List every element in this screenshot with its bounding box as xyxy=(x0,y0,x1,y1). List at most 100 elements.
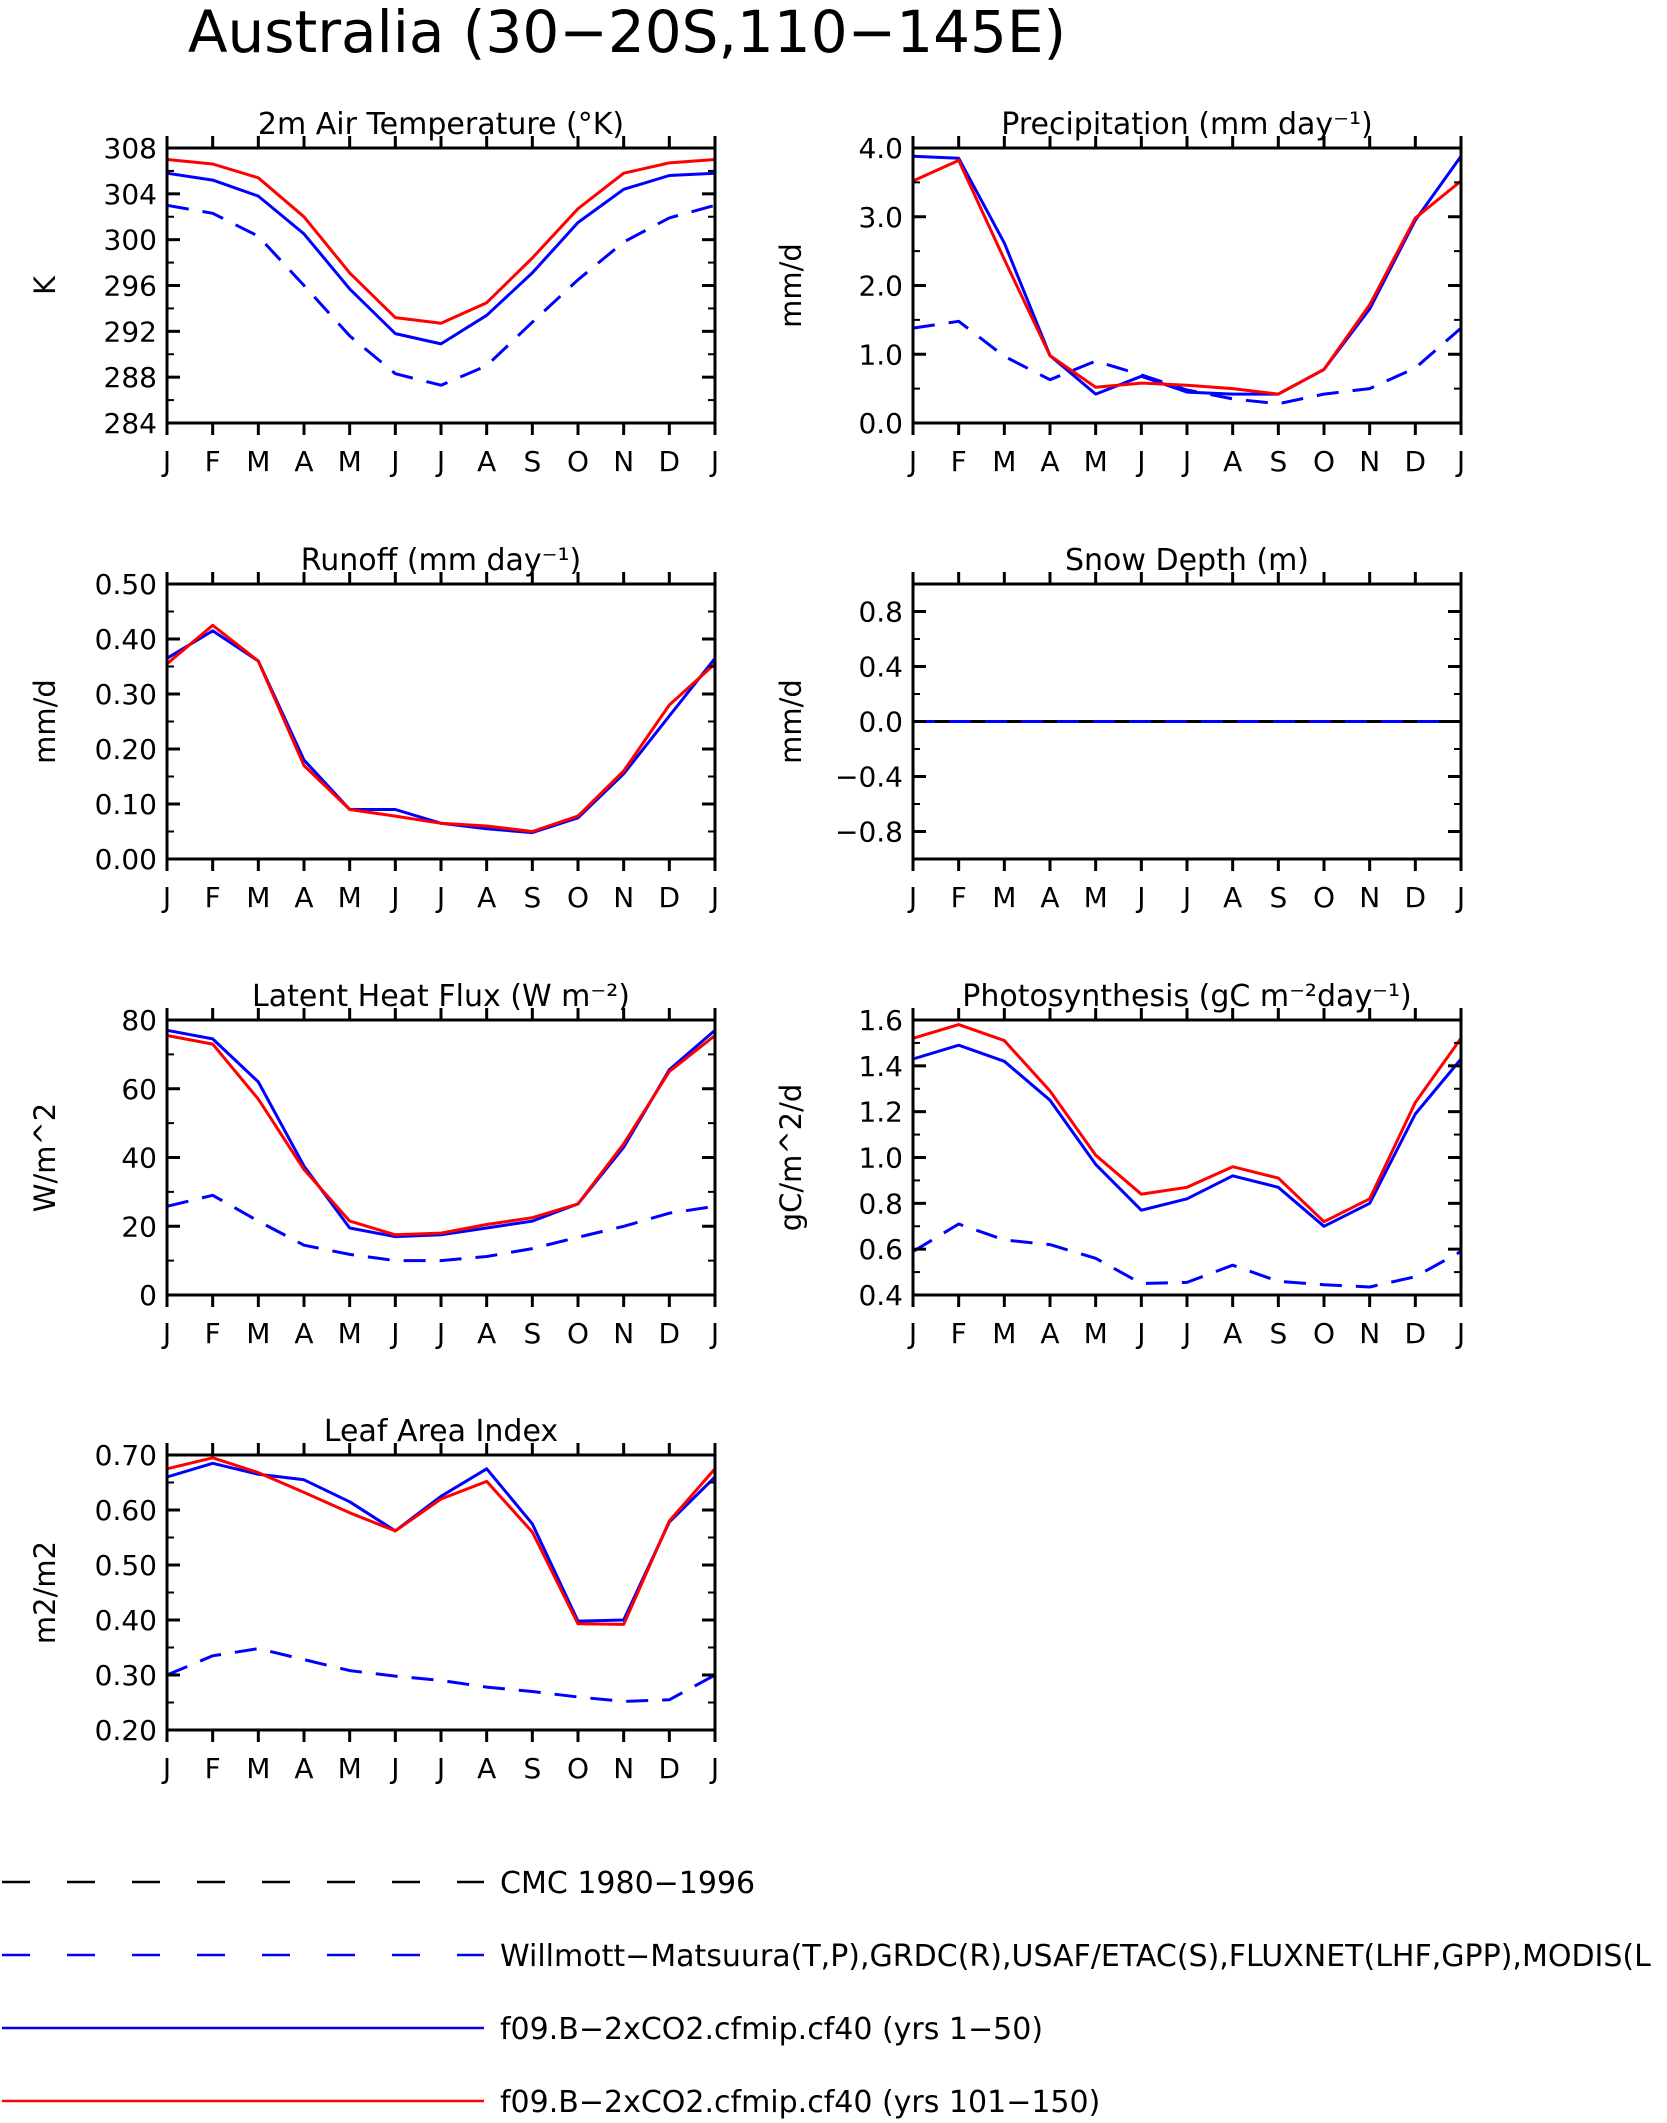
plot-frame xyxy=(165,146,717,425)
x-tick-label: M xyxy=(1084,881,1108,914)
chart-panel-4: Snow Depth (m)mm/d−0.8−0.40.00.40.8J F M A M… xyxy=(774,543,1465,914)
page-title: Australia (30−20S,110−145E) xyxy=(188,0,1066,66)
x-tick-label: N xyxy=(1359,1317,1380,1350)
y-tick-label: 284 xyxy=(104,407,157,440)
series-line-2 xyxy=(912,154,1463,396)
x-tick-label: J xyxy=(1181,881,1191,914)
legend: CMC 1980−1996 Willmott−Matsuura(T,P),GRDC… xyxy=(2,1866,1651,2120)
series-line-2 xyxy=(166,1461,717,1623)
plot-frame xyxy=(911,1018,1463,1297)
x-tick-label: J xyxy=(161,445,171,478)
x-tick-label: F xyxy=(205,1752,221,1785)
series-group xyxy=(166,1028,716,1263)
x-tick-label: J xyxy=(1181,1317,1191,1350)
y-axis-label: K xyxy=(28,275,62,295)
x-tick-label: M xyxy=(1084,1317,1108,1350)
series-line-2 xyxy=(166,629,717,835)
x-tick-label: N xyxy=(1359,445,1380,478)
y-tick-label: 60 xyxy=(121,1073,157,1106)
x-tick-label: J xyxy=(1455,1317,1465,1350)
x-tick-label: J xyxy=(709,881,719,914)
chart-panel-2: Precipitation (mm day⁻¹)mm/d0.01.02.03.0… xyxy=(774,107,1465,478)
x-tick-label: J xyxy=(389,881,399,914)
x-tick-label: D xyxy=(659,881,681,914)
x-tick-label: M xyxy=(246,1752,270,1785)
x-tick-label: J xyxy=(709,1752,719,1785)
y-axis-label: mm/d xyxy=(774,679,808,764)
y-tick-label: 0.20 xyxy=(95,1714,157,1747)
x-tick-label: A xyxy=(477,881,496,914)
x-tick-label: J xyxy=(1181,445,1191,478)
chart-panel-7: Leaf Area Indexm2/m20.200.300.400.500.60… xyxy=(28,1414,719,1785)
x-tick-label: S xyxy=(523,445,541,478)
series-line-2 xyxy=(912,1043,1463,1228)
x-tick-label: O xyxy=(1313,881,1335,914)
x-tick-label: S xyxy=(1269,445,1287,478)
y-tick-label: 0.8 xyxy=(858,596,903,629)
y-tick-label: 0.70 xyxy=(95,1439,157,1472)
y-tick-label: 1.0 xyxy=(858,1142,903,1175)
chart-panel-3: Runoff (mm day⁻¹)mm/d0.000.100.200.300.4… xyxy=(28,543,719,914)
y-tick-label: 1.4 xyxy=(858,1050,903,1083)
y-axis-label: m2/m2 xyxy=(28,1541,62,1644)
x-tick-label: M xyxy=(246,445,270,478)
x-tick-label: J xyxy=(709,445,719,478)
x-tick-label: M xyxy=(246,1317,270,1350)
x-tick-label: J xyxy=(435,1752,445,1785)
x-tick-label: A xyxy=(477,1752,496,1785)
x-tick-label: M xyxy=(992,1317,1016,1350)
x-tick-label: J xyxy=(1135,881,1145,914)
x-tick-label: O xyxy=(567,881,589,914)
x-tick-label: S xyxy=(523,1317,541,1350)
x-tick-label: S xyxy=(523,1752,541,1785)
y-tick-label: −0.8 xyxy=(835,816,903,849)
x-tick-label: A xyxy=(477,445,496,478)
y-axis-label: gC/m^2/d xyxy=(774,1084,808,1232)
series-group xyxy=(166,1456,717,1703)
legend-item-4: f09.B−2xCO2.cfmip.cf40 (yrs 101−150) xyxy=(2,2085,1100,2120)
x-tick-label: J xyxy=(389,1317,399,1350)
y-tick-label: 0.6 xyxy=(858,1233,903,1266)
y-tick-label: 0.10 xyxy=(95,788,157,821)
x-tick-label: J xyxy=(907,445,917,478)
y-tick-label: 0.50 xyxy=(95,568,157,601)
x-tick-label: M xyxy=(992,881,1016,914)
x-tick-label: A xyxy=(1223,881,1242,914)
legend-label: f09.B−2xCO2.cfmip.cf40 (yrs 1−50) xyxy=(500,2012,1043,2047)
series-line-2 xyxy=(166,1028,716,1239)
y-tick-label: 304 xyxy=(104,178,157,211)
y-tick-label: 0.4 xyxy=(858,1279,903,1312)
x-tick-label: N xyxy=(613,445,634,478)
series-line-2 xyxy=(166,171,716,346)
x-tick-label: J xyxy=(435,445,445,478)
x-tick-label: N xyxy=(1359,881,1380,914)
y-tick-label: 0.0 xyxy=(858,407,903,440)
series-line-1 xyxy=(912,1222,1462,1289)
y-tick-label: 0.40 xyxy=(95,1604,157,1637)
x-tick-label: J xyxy=(1135,445,1145,478)
x-tick-label: A xyxy=(1040,1317,1059,1350)
x-tick-label: D xyxy=(1405,1317,1427,1350)
y-axis-label: mm/d xyxy=(28,679,62,764)
y-tick-label: 2.0 xyxy=(858,270,903,303)
y-tick-label: 0 xyxy=(139,1279,157,1312)
y-tick-label: 40 xyxy=(121,1142,157,1175)
x-tick-label: A xyxy=(1040,445,1059,478)
y-tick-label: −0.4 xyxy=(835,761,903,794)
legend-label: Willmott−Matsuura(T,P),GRDC(R),USAF/ETAC… xyxy=(500,1939,1651,1974)
legend-label: CMC 1980−1996 xyxy=(500,1866,755,1901)
x-tick-label: J xyxy=(1135,1317,1145,1350)
series-line-3 xyxy=(166,158,716,325)
x-tick-label: A xyxy=(294,881,313,914)
x-tick-label: D xyxy=(659,1752,681,1785)
x-tick-label: M xyxy=(338,1752,362,1785)
x-tick-label: F xyxy=(951,881,967,914)
y-tick-label: 0.00 xyxy=(95,843,157,876)
legend-item-1: CMC 1980−1996 xyxy=(2,1866,755,1901)
x-tick-label: A xyxy=(294,1752,313,1785)
x-tick-label: J xyxy=(389,445,399,478)
x-tick-label: D xyxy=(659,445,681,478)
series-group xyxy=(166,623,717,861)
